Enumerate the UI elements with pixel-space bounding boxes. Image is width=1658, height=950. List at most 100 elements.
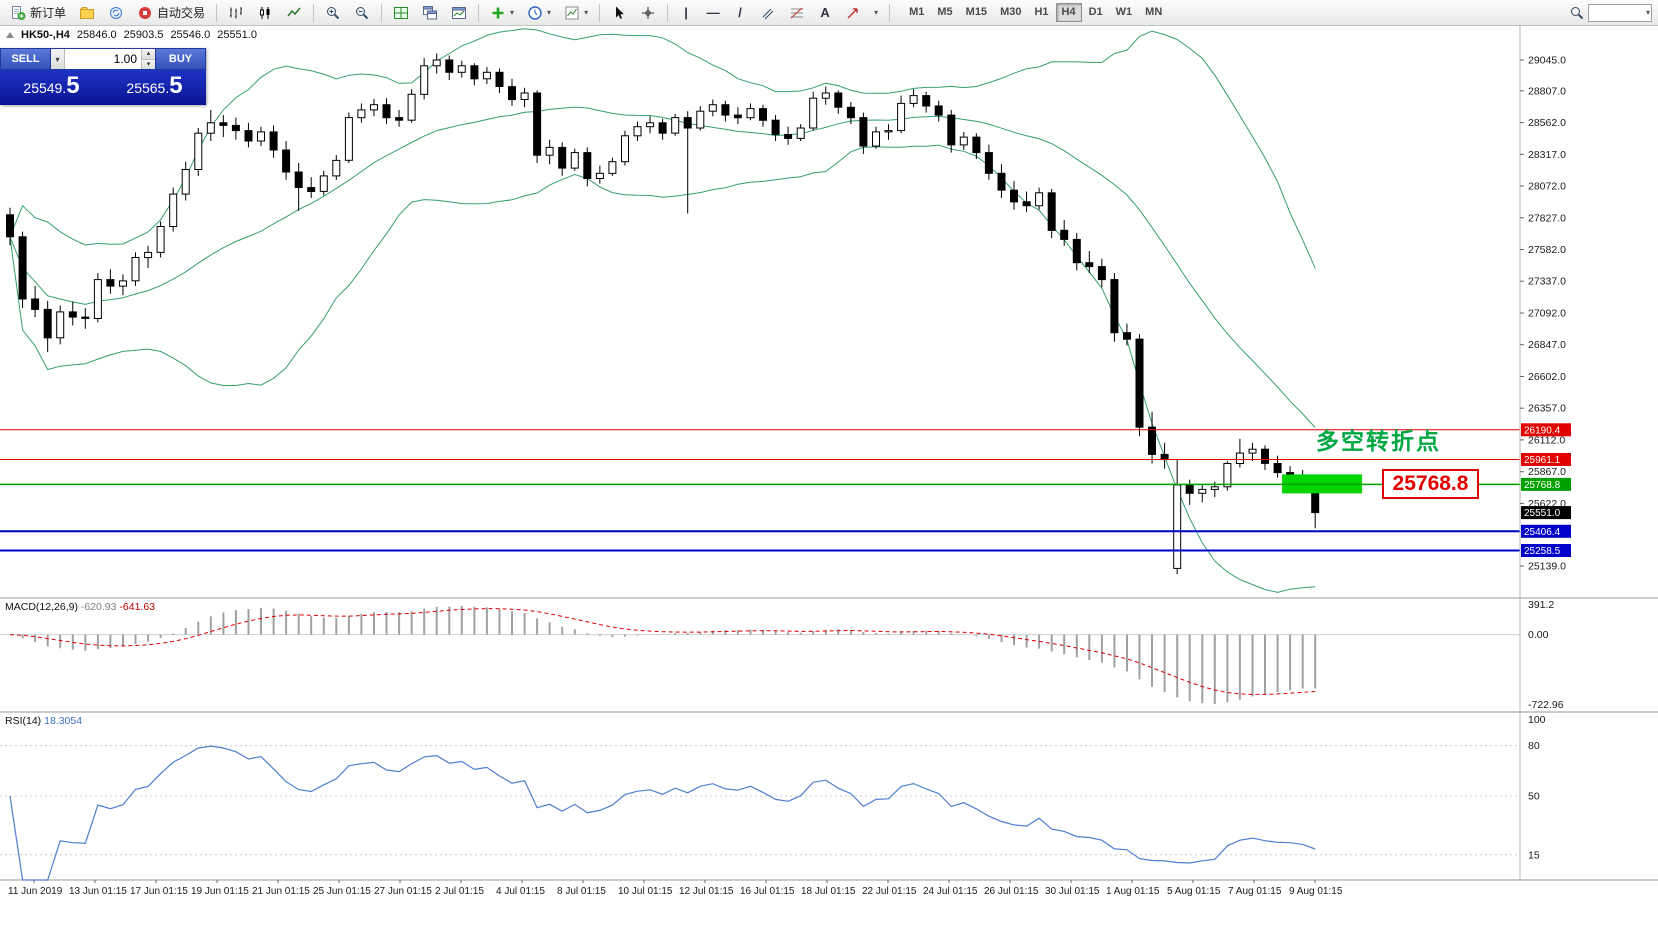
svg-text:7 Aug 01:15: 7 Aug 01:15 (1228, 886, 1282, 897)
add-indicator-button[interactable]: ▾ (484, 2, 520, 24)
time-axis[interactable]: 11 Jun 2019 13 Jun 01:15 17 Jun 01:15 19 Ju… (8, 880, 1343, 897)
crosshair-button[interactable] (634, 2, 662, 24)
spin-down-icon[interactable]: ▾ (142, 59, 155, 69)
timeframe-button-W1[interactable]: W1 (1110, 3, 1139, 22)
search-icon[interactable] (1569, 5, 1585, 21)
symbol-period: HK50-,H4 (21, 29, 70, 41)
refresh-icon (108, 5, 124, 21)
rsi-label: RSI(14) 18.3054 (5, 715, 83, 727)
volume-dropdown-icon[interactable]: ▾ (51, 49, 65, 69)
svg-text:25551.0: 25551.0 (1524, 508, 1561, 519)
search-input[interactable] (1588, 3, 1652, 22)
svg-text:26112.0: 26112.0 (1528, 434, 1565, 446)
cascade-windows-button[interactable] (416, 2, 444, 24)
equidistant-channel-tool[interactable] (754, 2, 782, 24)
bar-chart-button[interactable] (222, 2, 250, 24)
dropdown-icon: ▾ (547, 7, 552, 17)
svg-text:15: 15 (1528, 849, 1540, 861)
chart-canvas[interactable]: 29045.0 28807.0 28562.0 28317.0 28072.0 27827… (0, 26, 1658, 950)
new-order-button[interactable]: 新订单 (4, 2, 72, 24)
svg-text:28317.0: 28317.0 (1528, 149, 1566, 161)
templates-button[interactable]: ▾ (558, 2, 594, 24)
macd-label: MACD(12,26,9) -620.93 -641.63 (5, 601, 156, 613)
volume-spinner[interactable]: ▴ ▾ (141, 49, 155, 69)
arrow-tool[interactable] (839, 2, 867, 24)
sell-price[interactable]: 25549. 5 (23, 72, 80, 99)
svg-text:80: 80 (1528, 740, 1540, 752)
buy-button[interactable]: BUY (155, 48, 206, 70)
dropdown-icon: ▾ (510, 7, 515, 17)
svg-text:28562.0: 28562.0 (1528, 117, 1566, 129)
price-callout[interactable]: 25768.8 (1382, 469, 1479, 499)
price-level-badge: 25258.5 (1521, 544, 1571, 557)
auto-trading-button[interactable]: 自动交易 (131, 2, 211, 24)
separator (889, 3, 891, 22)
horizontal-line-tool[interactable]: — (700, 2, 726, 24)
volume-input[interactable]: 1.00 (65, 49, 141, 69)
svg-text:25768.8: 25768.8 (1524, 480, 1561, 491)
timeframe-button-H1[interactable]: H1 (1028, 3, 1054, 22)
svg-text:4 Jul 01:15: 4 Jul 01:15 (496, 886, 545, 897)
timeframe-button-MN[interactable]: MN (1139, 3, 1168, 22)
arrange-windows-button[interactable] (445, 2, 473, 24)
zoom-in-button[interactable] (319, 2, 347, 24)
svg-text:29045.0: 29045.0 (1528, 55, 1566, 67)
svg-text:8 Jul 01:15: 8 Jul 01:15 (557, 886, 606, 897)
cascade-windows-icon (422, 5, 438, 21)
tile-windows-button[interactable] (387, 2, 415, 24)
zoom-in-icon (325, 5, 341, 21)
chart-title: HK50-,H4 25846.0 25903.5 25546.0 25551.0 (6, 29, 257, 41)
svg-text:26 Jul 01:15: 26 Jul 01:15 (984, 886, 1039, 897)
fibonacci-tool[interactable] (783, 2, 811, 24)
candlestick-chart-button[interactable] (251, 2, 279, 24)
refresh-button[interactable] (102, 2, 130, 24)
timeframe-button-M1[interactable]: M1 (903, 3, 930, 22)
svg-text:1 Aug 01:15: 1 Aug 01:15 (1106, 886, 1160, 897)
text-tool[interactable]: A (812, 2, 838, 24)
svg-text:13 Jun 01:15: 13 Jun 01:15 (69, 886, 127, 897)
separator (478, 3, 480, 22)
vertical-line-tool[interactable]: | (673, 2, 699, 24)
timeframe-button-H4[interactable]: H4 (1055, 3, 1082, 22)
auto-trading-icon (137, 5, 153, 21)
svg-text:50: 50 (1528, 791, 1540, 803)
horizontal-levels[interactable] (0, 429, 1520, 552)
sell-button[interactable]: SELL (0, 48, 51, 70)
svg-text:26190.4: 26190.4 (1524, 425, 1561, 436)
svg-text:0.00: 0.00 (1528, 629, 1549, 641)
svg-text:12 Jul 01:15: 12 Jul 01:15 (679, 886, 734, 897)
price-level-badge: 25551.0 (1521, 506, 1571, 520)
profiles-button[interactable] (73, 2, 101, 24)
new-order-label: 新订单 (30, 6, 67, 20)
timeframe-button-M5[interactable]: M5 (931, 3, 958, 22)
spin-up-icon[interactable]: ▴ (142, 49, 155, 60)
text-tool-icon: A (820, 5, 830, 20)
zoom-out-button[interactable] (348, 2, 376, 24)
line-chart-button[interactable] (280, 2, 308, 24)
svg-text:27337.0: 27337.0 (1528, 276, 1566, 288)
collapse-icon[interactable] (6, 32, 14, 38)
shapes-dropdown-button[interactable]: ▾ (868, 2, 884, 24)
trendline-tool[interactable]: / (727, 2, 753, 24)
price-level-badge: 25961.1 (1521, 453, 1571, 466)
timeframe-button-M30[interactable]: M30 (994, 3, 1027, 22)
timeframe-button-M15[interactable]: M15 (960, 3, 993, 22)
svg-text:24 Jul 01:15: 24 Jul 01:15 (923, 886, 978, 897)
periods-button[interactable]: ▾ (521, 2, 557, 24)
svg-text:27092.0: 27092.0 (1528, 308, 1566, 320)
profiles-folder-icon (79, 5, 95, 21)
macd-histogram (21, 606, 1317, 704)
timeframe-button-D1[interactable]: D1 (1083, 3, 1109, 22)
svg-text:25 Jun 01:15: 25 Jun 01:15 (313, 886, 371, 897)
buy-price[interactable]: 25565. 5 (126, 72, 183, 99)
cursor-button[interactable] (605, 2, 633, 24)
annotation-text[interactable]: 多空转折点 (1316, 428, 1441, 454)
svg-text:-722.96: -722.96 (1528, 699, 1564, 711)
svg-text:27827.0: 27827.0 (1528, 212, 1566, 224)
cursor-icon (611, 5, 627, 21)
macd-signal-line (9, 608, 1316, 695)
svg-text:30 Jul 01:15: 30 Jul 01:15 (1045, 886, 1100, 897)
svg-text:26357.0: 26357.0 (1528, 403, 1566, 415)
toolbar: 新订单 自动交易 (0, 0, 1658, 26)
zoom-out-icon (354, 5, 370, 21)
